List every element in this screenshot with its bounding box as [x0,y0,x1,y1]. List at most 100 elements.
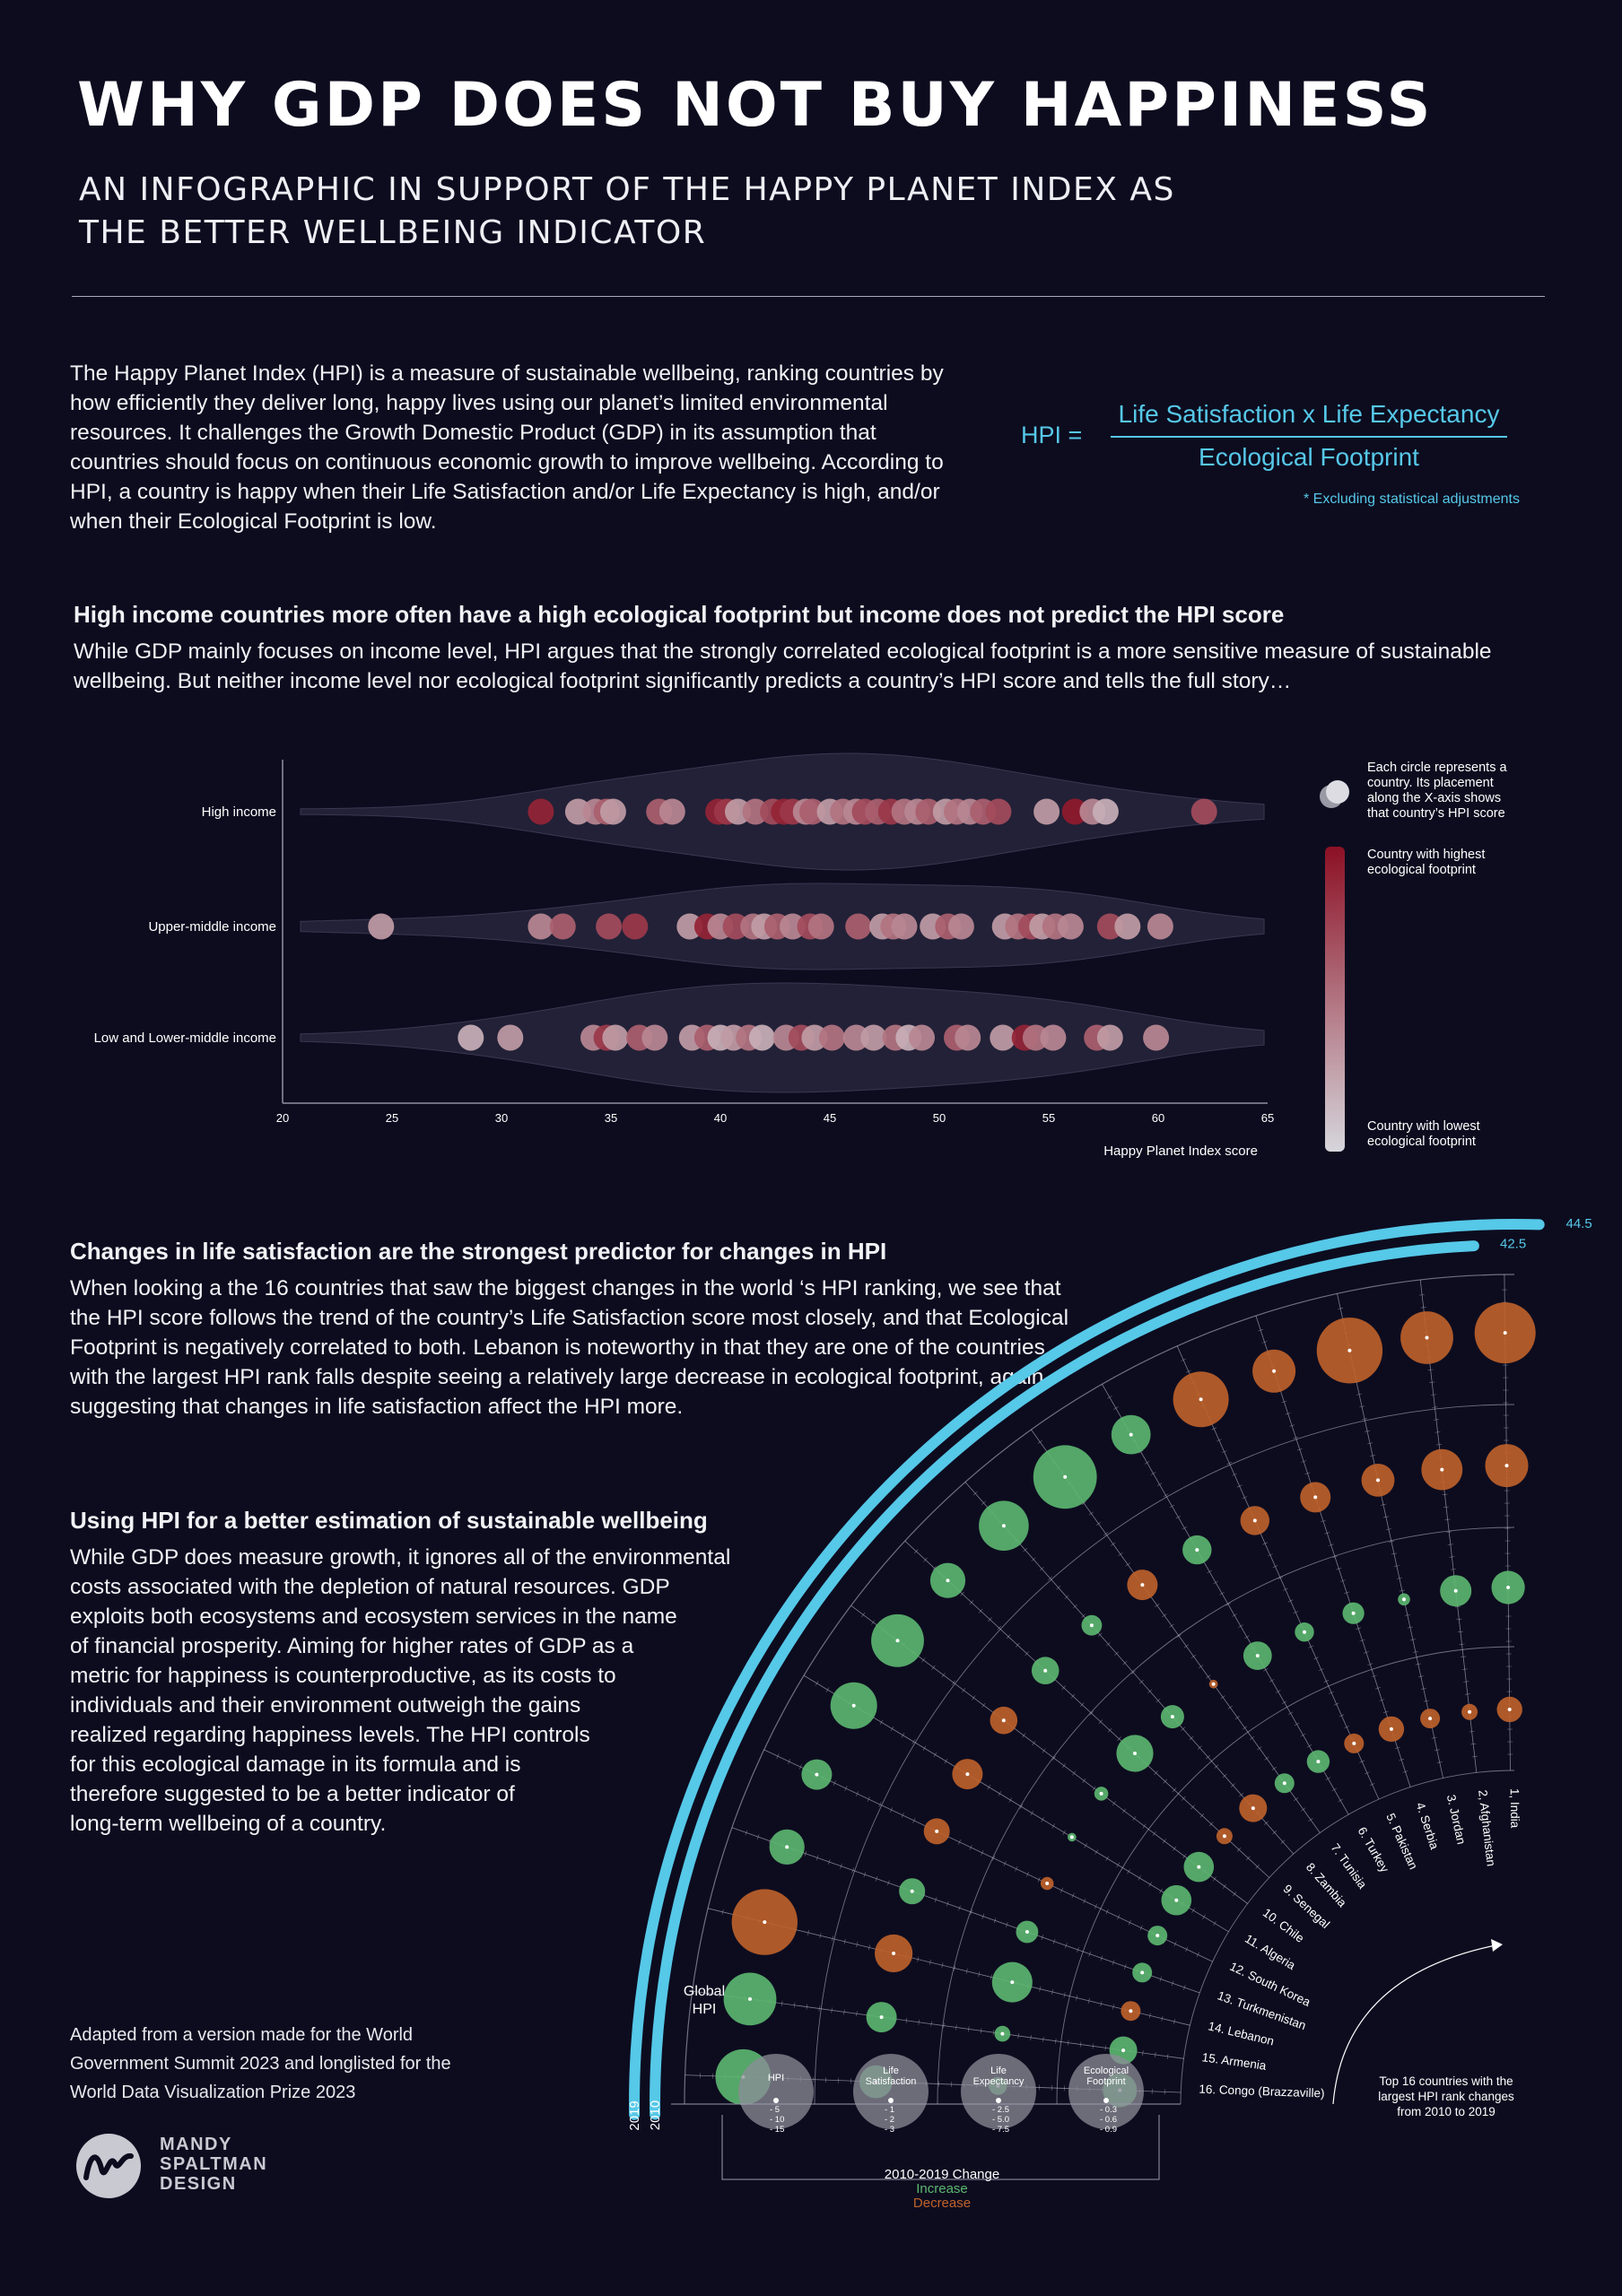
spoke-tick [1077,1947,1079,1952]
spoke-tick [1359,1760,1365,1763]
spoke-tick [1063,1992,1066,1998]
bubble-center [1506,1586,1511,1589]
intro-paragraph: The Happy Planet Index (HPI) is a measur… [70,361,944,534]
spoke-tick [1105,1856,1110,1861]
spoke-tick [1300,1733,1306,1737]
spoke-tick [1308,1817,1313,1822]
country-circle [748,1024,775,1051]
spoke-tick [1163,1493,1169,1498]
spoke-tick [1459,1643,1465,1645]
bubble-center [1252,1518,1257,1523]
x-tick-label: 25 [386,1111,398,1125]
spoke-tick [890,1726,894,1732]
scale-legend-tick: - 2.5 [992,2105,1009,2115]
country-circle [891,913,918,940]
country-circle [818,1024,845,1051]
spoke-tick [1407,1626,1413,1629]
spoke-tick [868,1944,870,1951]
bubble-center [1425,1335,1429,1340]
spoke-tick [1382,1516,1389,1518]
bubble-center [1352,1741,1356,1745]
spoke-tick [1207,1570,1212,1574]
bubble-center [1099,1791,1103,1796]
spoke-tick [933,1752,937,1758]
spoke-tick [1055,2038,1057,2044]
spoke-tick [1258,1328,1264,1332]
spoke-tick [1429,1381,1435,1383]
spoke-tick [1463,1681,1469,1683]
spoke-tick [1443,1506,1450,1508]
spoke-tick [1339,1714,1345,1718]
bubble-center [1428,1717,1433,1721]
formula-denominator: Ecological Footprint [1199,443,1419,471]
section3-line: costs associated with the depletion of n… [70,1575,670,1599]
bubble-center [763,1920,767,1925]
spoke-tick [1032,1740,1036,1746]
bubble-center [815,1772,819,1777]
spoke-tick [1039,1986,1042,1992]
spoke-tick [1095,1521,1102,1526]
spoke-tick [1216,1439,1222,1442]
bubble-center [910,1889,914,1893]
spoke-tick [1061,1685,1066,1691]
spoke-tick [1122,1660,1128,1665]
spoke-tick [1446,1531,1452,1533]
spoke-tick [1206,1754,1210,1760]
spoke-tick [1271,1767,1277,1771]
spoke-tick [1142,2050,1144,2057]
spoke-tick [1404,1613,1410,1616]
spoke-tick [1042,1748,1046,1753]
spoke-tick [1064,1595,1069,1599]
spoke-tick [1457,1631,1463,1633]
global-hpi-band [629,1219,1545,2120]
bubble-center [1282,1781,1286,1786]
spoke-tick [1301,1460,1307,1463]
spoke-tick [831,2007,833,2013]
scale-legend-tick: - 3 [885,2125,894,2135]
spoke-tick [1148,2013,1151,2019]
spoke-tick [1233,1892,1237,1897]
bubble-center [1045,1882,1050,1885]
spoke-tick [1272,1565,1278,1569]
spoke-tick [1336,1568,1342,1570]
spoke-tick [1060,1887,1064,1893]
country-circle [497,1024,524,1051]
spoke-tick [798,1764,802,1770]
legend-bracket [721,2115,1160,2180]
spoke-tick [871,1620,876,1625]
spoke-tick [922,1745,927,1751]
spoke-tick [1173,1941,1177,1947]
spoke-tick [1242,1496,1248,1500]
bubble-center [1199,1397,1203,1402]
scale-legend-dot [773,2098,779,2103]
spoke-tick [1112,1801,1116,1806]
spoke-tick [1008,1797,1013,1803]
bubble-center [1453,1588,1458,1593]
bubble-center [1503,1331,1507,1335]
spoke-tick [1042,2036,1044,2042]
spoke-tick [1454,1606,1461,1608]
swarm-legend: Each circle represents a country. Its pla… [1320,761,1507,1152]
spoke-tick [1183,1644,1189,1648]
logo-wordmark: MANDY SPALTMAN DESIGN [160,2135,267,2194]
page-title: WHY GDP DOES NOT BUY HAPPINESS [77,70,1434,141]
spoke-tick [929,1959,931,1965]
spoke-tick [1344,1726,1350,1729]
country-spoke [803,1674,1229,1933]
scale-legend-tick: - 7.5 [992,2125,1009,2135]
spoke-tick [1094,1903,1097,1909]
spoke-tick [1098,1719,1103,1725]
spoke-tick [944,1758,948,1764]
country-circle [528,798,554,825]
spoke-tick [1238,1624,1243,1628]
spoke-tick [844,1786,848,1791]
spoke-tick [1113,1406,1119,1410]
bubble-center [1376,1478,1380,1483]
spoke-tick [1293,1436,1299,1439]
spoke-tick [969,1600,974,1605]
ring-arc [1180,1770,1515,2105]
spoke-tick [1079,1702,1085,1708]
spoke-tick [991,1855,996,1861]
spoke-tick [1211,1427,1217,1431]
formula-note: * Excluding statistical adjustments [1304,491,1520,507]
